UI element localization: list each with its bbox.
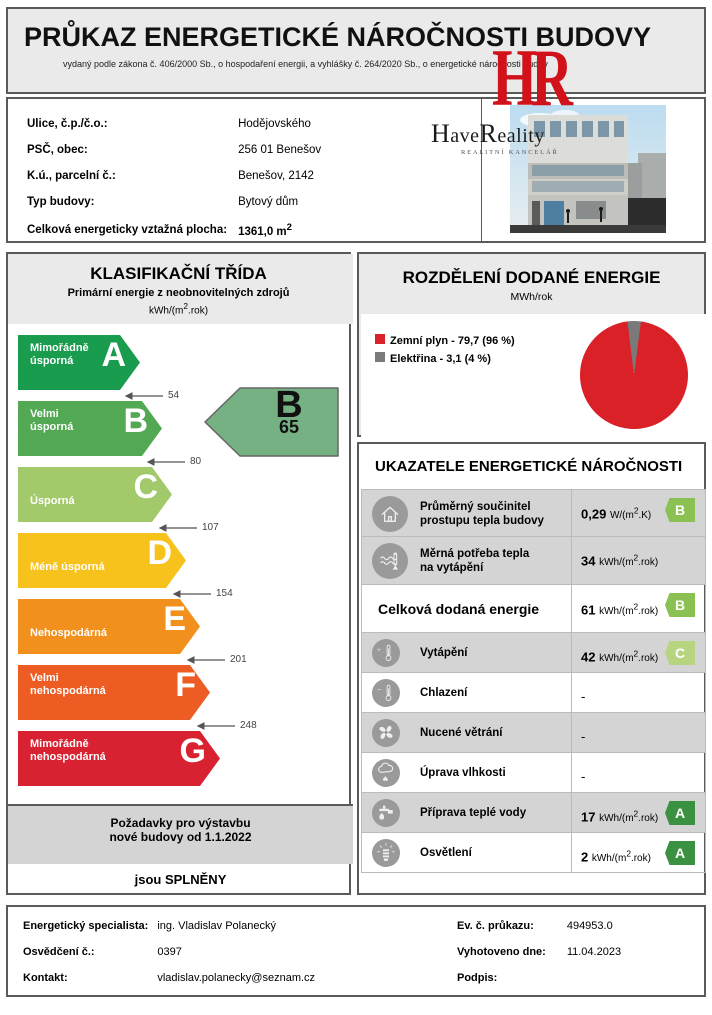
svg-text:+: +: [377, 647, 381, 654]
svg-text:−: −: [377, 685, 381, 694]
